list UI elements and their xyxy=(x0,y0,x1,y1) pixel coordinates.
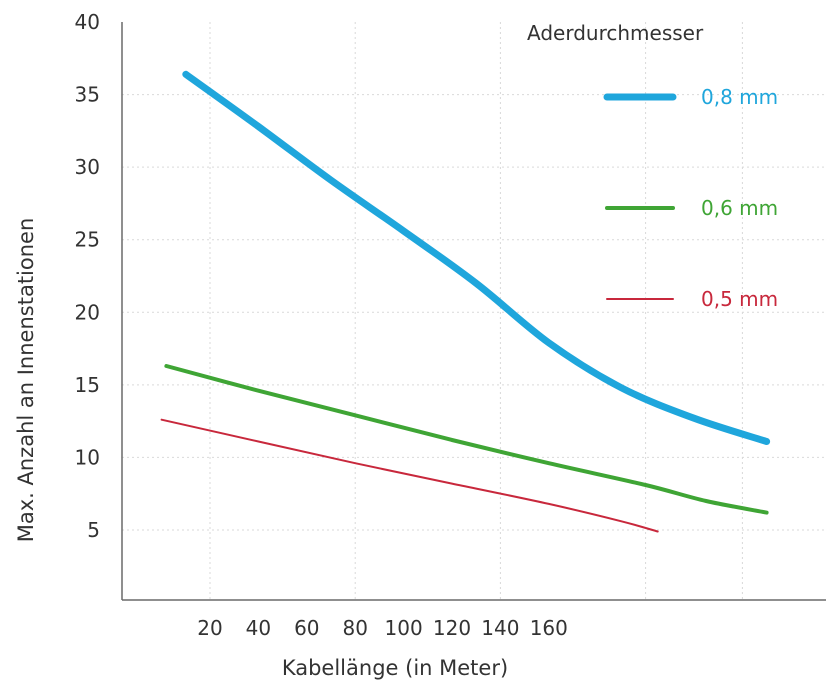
y-tick-label: 25 xyxy=(75,228,100,252)
legend-title: Aderdurchmesser xyxy=(527,21,704,45)
series-line xyxy=(164,364,769,515)
series-lines xyxy=(160,70,771,533)
series-line xyxy=(182,70,771,445)
x-tick-label: 120 xyxy=(433,616,471,640)
x-tick-label: 80 xyxy=(342,616,367,640)
y-tick-label: 30 xyxy=(75,155,100,179)
y-tick-label: 40 xyxy=(75,10,100,34)
y-tick-label: 15 xyxy=(75,373,100,397)
x-axis-title: Kabellänge (in Meter) xyxy=(282,656,508,680)
x-tick-labels: 20 40 60 80 100 120 140 160 xyxy=(197,616,568,640)
legend-label: 0,5 mm xyxy=(701,287,778,311)
x-tick-label: 160 xyxy=(530,616,568,640)
axes xyxy=(121,22,826,601)
legend-label: 0,8 mm xyxy=(701,85,778,109)
y-tick-label: 35 xyxy=(75,83,100,107)
x-tick-label: 40 xyxy=(246,616,271,640)
y-tick-labels: 40 35 30 25 20 15 10 5 xyxy=(75,10,100,542)
series-line xyxy=(160,418,659,533)
y-axis-title: Max. Anzahl an Innenstationen xyxy=(14,218,38,543)
legend-label: 0,6 mm xyxy=(701,196,778,220)
legend: Aderdurchmesser 0,8 mm 0,6 mm 0,5 mm xyxy=(527,21,778,311)
x-tick-label: 60 xyxy=(294,616,319,640)
x-tick-label: 100 xyxy=(385,616,423,640)
grid xyxy=(122,22,826,600)
y-tick-label: 10 xyxy=(75,445,100,469)
x-tick-label: 20 xyxy=(197,616,222,640)
y-tick-label: 5 xyxy=(87,518,100,542)
x-tick-label: 140 xyxy=(481,616,519,640)
y-tick-label: 20 xyxy=(75,300,100,324)
